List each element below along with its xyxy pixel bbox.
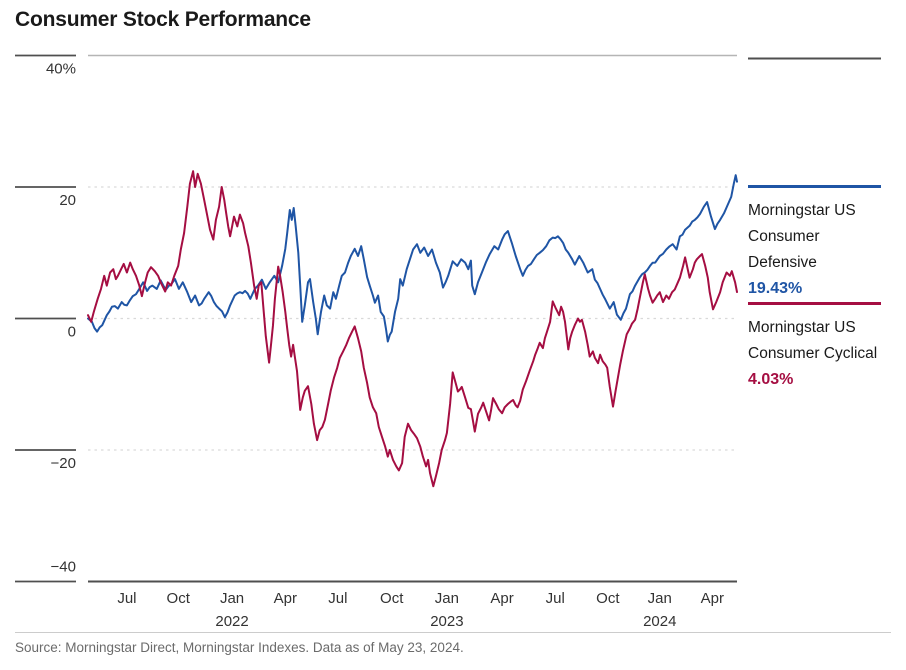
source-note: Source: Morningstar Direct, Morningstar … bbox=[15, 640, 464, 655]
legend-label-line: Morningstar US bbox=[748, 319, 856, 336]
y-tick-label: 0 bbox=[68, 324, 76, 341]
footer-divider bbox=[15, 632, 891, 633]
x-tick-year-label: 2022 bbox=[215, 613, 248, 630]
x-tick-label: Oct bbox=[167, 590, 191, 607]
x-tick-label: Apr bbox=[701, 590, 724, 607]
x-tick-label: Jan bbox=[648, 590, 672, 607]
x-tick-label: Oct bbox=[596, 590, 620, 607]
x-tick-label: Oct bbox=[380, 590, 404, 607]
legend-label-line: Defensive bbox=[748, 254, 817, 271]
legend-label-cyclical: Morningstar US Consumer Cyclical bbox=[748, 315, 882, 367]
legend-item-defensive: Morningstar US Consumer Defensive 19.43% bbox=[748, 185, 882, 302]
legend-swatch-defensive bbox=[748, 185, 881, 188]
legend-item-cyclical: Morningstar US Consumer Cyclical 4.03% bbox=[748, 302, 882, 393]
legend-value-cyclical: 4.03% bbox=[748, 371, 794, 388]
series-line-defensive bbox=[87, 174, 738, 343]
legend-label-line: Consumer Cyclical bbox=[748, 345, 878, 362]
chart-title: Consumer Stock Performance bbox=[15, 8, 311, 31]
x-tick-label: Jan bbox=[435, 590, 459, 607]
x-tick-label: Apr bbox=[274, 590, 297, 607]
legend-label-defensive: Morningstar US Consumer Defensive bbox=[748, 198, 882, 276]
y-tick-label: 20 bbox=[59, 192, 76, 209]
x-tick-year-label: 2024 bbox=[643, 613, 676, 630]
y-tick-label: 40% bbox=[46, 61, 76, 78]
legend-label-line: Consumer bbox=[748, 228, 820, 245]
legend-label-line: Morningstar US bbox=[748, 202, 856, 219]
y-tick-label: −40 bbox=[51, 559, 76, 576]
legend-value-defensive: 19.43% bbox=[748, 280, 803, 297]
x-tick-label: Jan bbox=[220, 590, 244, 607]
y-tick-label: −20 bbox=[51, 455, 76, 472]
series-line-cyclical bbox=[87, 170, 738, 488]
x-tick-label: Jul bbox=[117, 590, 136, 607]
x-tick-label: Apr bbox=[490, 590, 513, 607]
x-tick-year-label: 2023 bbox=[430, 613, 463, 630]
legend-swatch-cyclical bbox=[748, 302, 881, 305]
x-tick-label: Jul bbox=[328, 590, 347, 607]
x-tick-label: Jul bbox=[546, 590, 565, 607]
